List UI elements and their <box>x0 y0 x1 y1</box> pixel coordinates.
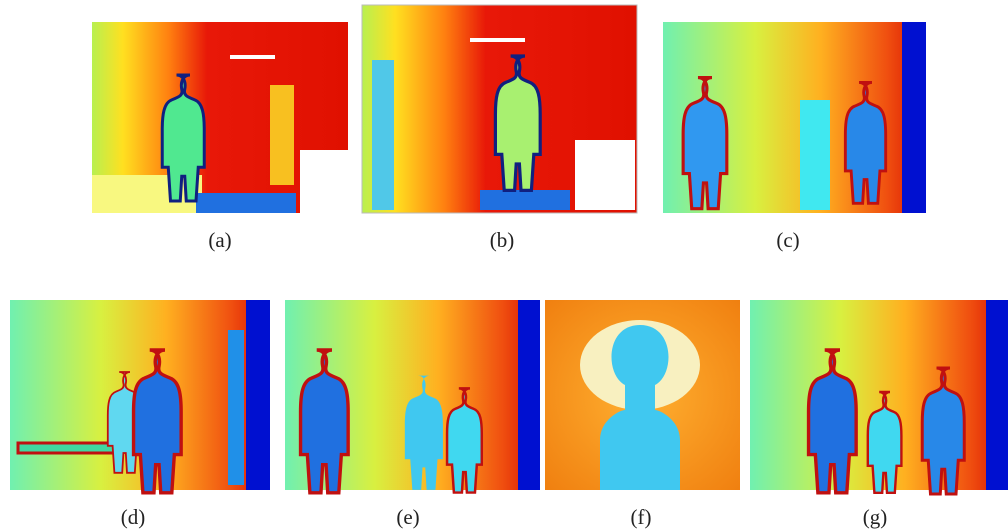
panel-f <box>545 300 740 490</box>
caption: (a) <box>208 228 231 252</box>
panel-a <box>92 22 348 213</box>
panel-b <box>362 5 637 213</box>
panel-d <box>10 300 270 493</box>
panel-e <box>285 300 540 493</box>
caption: (f) <box>631 505 652 529</box>
caption: (e) <box>396 505 419 529</box>
caption: (g) <box>863 505 888 529</box>
panel-c <box>663 22 926 213</box>
figure: (a) (b) (c) (d) (e) (f) (g) <box>0 0 1008 531</box>
caption: (b) <box>490 228 515 252</box>
caption: (d) <box>121 505 146 529</box>
panel-g <box>750 300 1008 494</box>
caption: (c) <box>776 228 799 252</box>
